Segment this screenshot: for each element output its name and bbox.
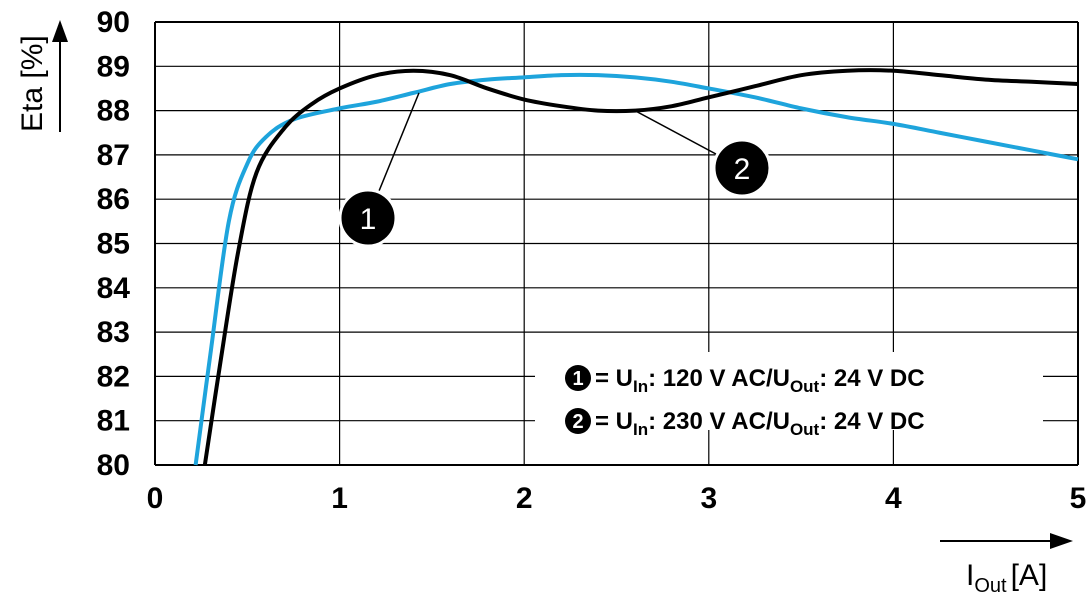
series-layer: [193, 68, 1079, 466]
y-tick-label-80: 80: [97, 449, 130, 482]
callout-layer: 12: [338, 92, 772, 248]
y-tick-label-89: 89: [97, 50, 130, 83]
legend-text-2: = UIn: 230 V AC/UOut: 24 V DC: [595, 408, 925, 439]
y-tick-label-83: 83: [97, 316, 130, 349]
y-axis-label: Eta [%]: [16, 35, 49, 132]
series-line-1: [202, 68, 1079, 466]
y-tick-label-90: 90: [97, 6, 130, 39]
x-tick-label-5: 5: [1070, 482, 1087, 515]
legend-background: [535, 352, 1043, 430]
legend-item-2: 2 = UIn: 230 V AC/UOut: 24 V DC: [565, 408, 925, 439]
x-axis-title: IOut [A]: [940, 533, 1073, 592]
y-axis-arrowhead: [52, 20, 68, 42]
series-line-2: [193, 72, 1079, 466]
legend-text-1: = UIn: 120 V AC/UOut: 24 V DC: [595, 365, 925, 396]
legend-marker-1-label: 1: [572, 368, 583, 390]
x-tick-label-0: 0: [147, 482, 164, 515]
y-tick-label-82: 82: [97, 360, 130, 393]
y-tick-label-86: 86: [97, 183, 130, 216]
callout-number-2: 2: [734, 153, 751, 186]
legend-marker-2-label: 2: [572, 411, 583, 433]
y-tick-label-87: 87: [97, 139, 130, 172]
y-axis-title: Eta [%]: [16, 20, 68, 132]
y-tick-label-88: 88: [97, 95, 130, 128]
y-tick-label-84: 84: [97, 272, 131, 305]
x-tick-label-1: 1: [331, 482, 348, 515]
x-tick-label-2: 2: [516, 482, 533, 515]
x-tick-label-4: 4: [885, 482, 902, 515]
grid: [154, 21, 1079, 466]
x-tick-label-3: 3: [700, 482, 717, 515]
legend-marker-1: [565, 365, 591, 391]
y-tick-label-81: 81: [97, 405, 130, 438]
x-axis-label: IOut [A]: [966, 559, 1047, 592]
legend-item-1: 1 = UIn: 120 V AC/UOut: 24 V DC: [565, 365, 925, 396]
x-axis-arrowhead: [1050, 533, 1073, 549]
callout-marker-2: [712, 138, 772, 198]
y-tick-label-85: 85: [97, 228, 130, 261]
callout-marker-1: [338, 188, 398, 248]
legend-marker-2: [565, 408, 591, 434]
legend: 1 = UIn: 120 V AC/UOut: 24 V DC 2 = UIn:…: [535, 352, 1043, 439]
callout-number-1: 1: [360, 203, 377, 236]
